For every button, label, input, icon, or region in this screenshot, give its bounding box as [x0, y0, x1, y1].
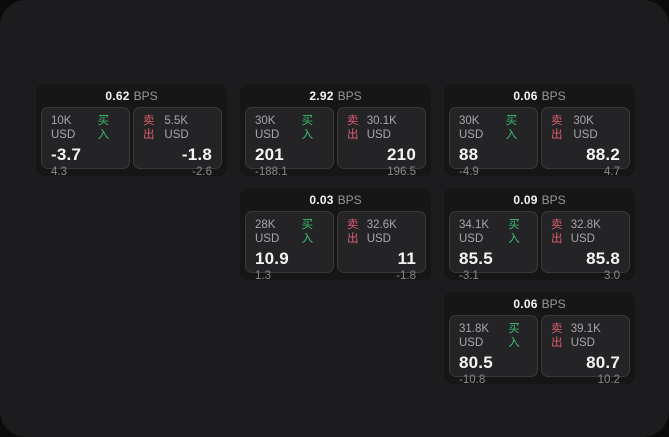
sell-quote-panel[interactable]: 卖出 32.8K USD 85.8 3.0: [541, 211, 630, 282]
bps-unit-label: BPS: [337, 192, 362, 207]
quote-card: 2.92 BPS 30K USD 买入 201 -188.1 卖出 30.1K …: [240, 84, 431, 178]
bps-unit-label: BPS: [337, 88, 362, 103]
bps-value: 0.09: [513, 192, 538, 207]
buy-quote-panel[interactable]: 30K USD 买入 88 -4.9: [449, 107, 538, 178]
buy-sub-value: -10.8: [459, 374, 486, 386]
buy-price: 201: [255, 145, 284, 164]
buy-amount: 30K USD: [255, 115, 280, 141]
sell-amount: 39.1K USD: [570, 323, 601, 349]
sell-side-tag: 卖出: [551, 219, 563, 245]
buy-price: 10.9: [255, 249, 289, 268]
bps-unit-label: BPS: [541, 88, 566, 103]
buy-sub-value: -3.1: [459, 270, 479, 282]
bps-unit-label: BPS: [133, 88, 158, 103]
bps-value: 0.03: [309, 192, 334, 207]
sell-price: -1.8: [181, 145, 212, 164]
buy-side-tag: 买入: [505, 115, 518, 141]
sell-price: 80.7: [586, 353, 620, 372]
buy-amount: 28K USD: [255, 219, 280, 245]
sell-amount: 5.5K USD: [164, 115, 189, 141]
buy-amount: 34.1K USD: [459, 219, 490, 245]
card-header: 0.06 BPS: [449, 292, 630, 315]
bps-unit-label: BPS: [541, 296, 566, 311]
sell-price: 88.2: [586, 145, 620, 164]
buy-quote-panel[interactable]: 34.1K USD 买入 85.5 -3.1: [449, 211, 538, 282]
sell-price: 210: [387, 145, 416, 164]
quote-card: 0.09 BPS 34.1K USD 买入 85.5 -3.1 卖出 32.8K…: [444, 188, 635, 282]
bps-unit-label: BPS: [541, 192, 566, 207]
sell-amount: 30K USD: [573, 115, 598, 141]
sell-sub-value: 196.5: [387, 166, 416, 178]
sell-amount: 32.8K USD: [570, 219, 601, 245]
bps-value: 0.06: [513, 296, 538, 311]
sell-side-tag: 卖出: [143, 115, 155, 141]
buy-quote-panel[interactable]: 31.8K USD 买入 80.5 -10.8: [449, 315, 538, 386]
buy-price: 88: [459, 145, 479, 164]
sell-side-tag: 卖出: [551, 115, 563, 141]
buy-sub-value: 4.3: [51, 166, 67, 178]
buy-side-tag: 买入: [508, 219, 520, 245]
sell-side-tag: 卖出: [551, 323, 563, 349]
sell-sub-value: -1.8: [396, 270, 416, 282]
sell-quote-panel[interactable]: 卖出 5.5K USD -1.8 -2.6: [133, 107, 222, 178]
buy-amount: 31.8K USD: [459, 323, 490, 349]
sell-quote-panel[interactable]: 卖出 39.1K USD 80.7 10.2: [541, 315, 630, 386]
buy-price: -3.7: [51, 145, 82, 164]
buy-quote-panel[interactable]: 28K USD 买入 10.9 1.3: [245, 211, 334, 282]
buy-price: 80.5: [459, 353, 493, 372]
sell-amount: 30.1K USD: [366, 115, 397, 141]
sell-amount: 32.6K USD: [366, 219, 397, 245]
bps-value: 2.92: [309, 88, 334, 103]
sell-price: 85.8: [586, 249, 620, 268]
buy-quote-panel[interactable]: 10K USD 买入 -3.7 4.3: [41, 107, 130, 178]
buy-amount: 10K USD: [51, 115, 76, 141]
buy-sub-value: 1.3: [255, 270, 271, 282]
sell-side-tag: 卖出: [347, 219, 359, 245]
quote-card: 0.03 BPS 28K USD 买入 10.9 1.3 卖出 32.6K US…: [240, 188, 431, 282]
buy-quote-panel[interactable]: 30K USD 买入 201 -188.1: [245, 107, 334, 178]
sell-side-tag: 卖出: [347, 115, 359, 141]
quote-card: 0.06 BPS 31.8K USD 买入 80.5 -10.8 卖出 39.1…: [444, 292, 635, 386]
quote-card: 0.06 BPS 30K USD 买入 88 -4.9 卖出 30K USD 8…: [444, 84, 635, 178]
sell-sub-value: 3.0: [604, 270, 620, 282]
buy-side-tag: 买入: [301, 219, 314, 245]
quote-card: 0.62 BPS 10K USD 买入 -3.7 4.3 卖出 5.5K USD…: [36, 84, 227, 178]
card-header: 2.92 BPS: [245, 84, 426, 107]
sell-sub-value: 4.7: [604, 166, 620, 178]
buy-sub-value: -188.1: [255, 166, 288, 178]
card-header: 0.62 BPS: [41, 84, 222, 107]
card-header: 0.09 BPS: [449, 188, 630, 211]
card-header: 0.03 BPS: [245, 188, 426, 211]
card-header: 0.06 BPS: [449, 84, 630, 107]
bps-value: 0.62: [105, 88, 130, 103]
buy-side-tag: 买入: [97, 115, 110, 141]
sell-quote-panel[interactable]: 卖出 30K USD 88.2 4.7: [541, 107, 630, 178]
sell-quote-panel[interactable]: 卖出 30.1K USD 210 196.5: [337, 107, 426, 178]
sell-sub-value: 10.2: [597, 374, 620, 386]
buy-sub-value: -4.9: [459, 166, 479, 178]
sell-price: 11: [397, 249, 416, 268]
buy-amount: 30K USD: [459, 115, 484, 141]
bps-value: 0.06: [513, 88, 538, 103]
buy-side-tag: 买入: [508, 323, 520, 349]
buy-side-tag: 买入: [301, 115, 314, 141]
sell-sub-value: -2.6: [192, 166, 212, 178]
buy-price: 85.5: [459, 249, 493, 268]
sell-quote-panel[interactable]: 卖出 32.6K USD 11 -1.8: [337, 211, 426, 282]
